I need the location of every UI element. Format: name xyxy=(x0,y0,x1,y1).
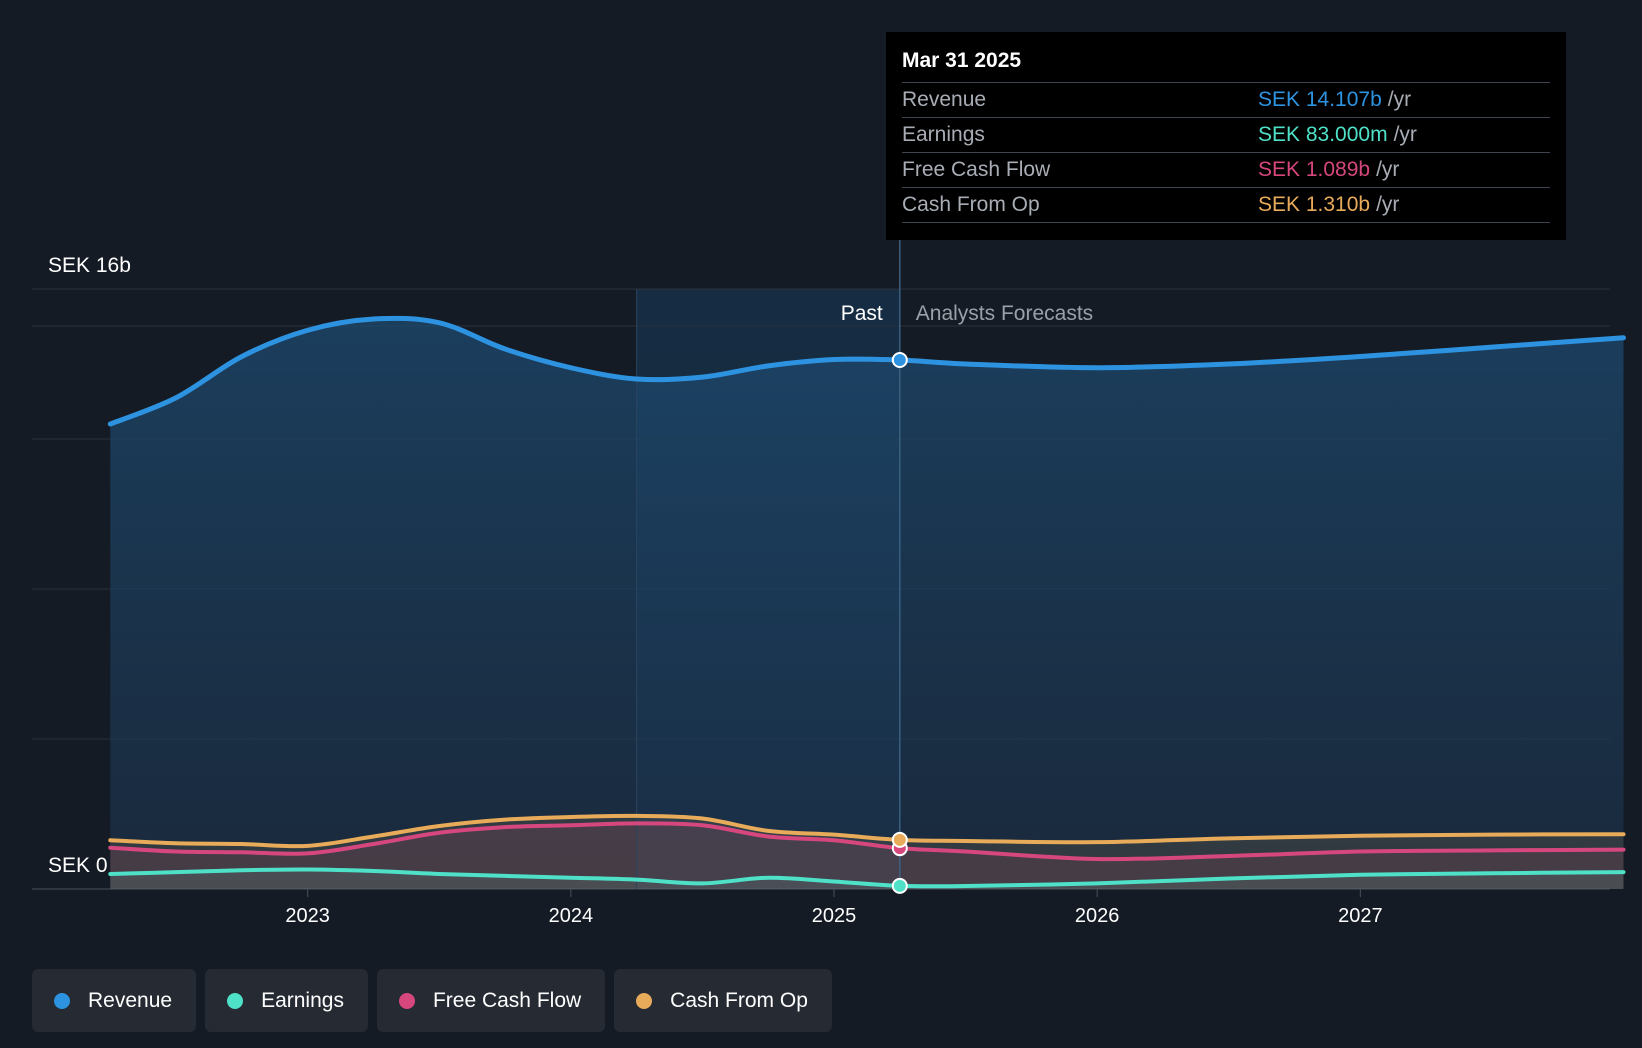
series-line-free-cash-flow xyxy=(108,821,1626,862)
tooltip-row-value: SEK 83.000m xyxy=(1258,123,1388,146)
series-line-earnings xyxy=(108,867,1626,889)
marker-earnings xyxy=(891,877,908,894)
legend-item-free-cash-flow[interactable]: Free Cash Flow xyxy=(376,969,606,1032)
hover-tooltip: Mar 31 2025 Revenue SEK 14.107b/yr Earning… xyxy=(886,32,1566,240)
tooltip-row-label: Free Cash Flow xyxy=(902,158,1051,181)
series-line-revenue xyxy=(107,315,1626,427)
y-axis-bottom-label: SEK 0 xyxy=(48,854,108,877)
series-line-cash-from-op xyxy=(108,813,1626,849)
tooltip-row-label: Cash From Op xyxy=(902,193,1040,216)
series-areas xyxy=(110,318,1624,889)
hover-markers xyxy=(891,351,908,894)
chart-text: SEK 16b SEK 0 Past Analysts Forecasts xyxy=(48,254,1093,877)
tooltip-row-earnings: Earnings SEK 83.000m/yr xyxy=(902,117,1550,152)
series-area-earnings xyxy=(110,869,1624,889)
tooltip-row-label: Earnings xyxy=(902,123,985,146)
series-area-revenue xyxy=(110,318,1624,889)
legend-label: Cash From Op xyxy=(670,988,808,1012)
tooltip-row-value: SEK 14.107b xyxy=(1258,88,1382,111)
tooltip-row-value: SEK 1.089b xyxy=(1258,158,1371,181)
legend-item-earnings[interactable]: Earnings xyxy=(205,969,368,1032)
forecast-region-label: Analysts Forecasts xyxy=(916,302,1093,325)
x-tick-label: 2024 xyxy=(549,905,594,927)
tooltip-row-cash-from-op: Cash From Op SEK 1.310b/yr xyxy=(902,187,1550,223)
tooltip-row-unit: /yr xyxy=(1393,123,1417,146)
legend-label: Earnings xyxy=(261,988,344,1012)
legend-dot-icon xyxy=(227,992,244,1009)
tooltip-row-value: SEK 1.310b xyxy=(1258,193,1371,216)
tooltip-row-unit: /yr xyxy=(1376,193,1400,216)
x-tick-label: 2025 xyxy=(812,905,857,927)
tooltip-row-label: Revenue xyxy=(902,88,987,111)
x-tick-label: 2026 xyxy=(1075,905,1120,927)
tooltip-row-unit: /yr xyxy=(1376,158,1400,181)
x-tick-label: 2027 xyxy=(1338,905,1383,927)
tooltip-row-revenue: Revenue SEK 14.107b/yr xyxy=(902,82,1550,117)
legend-label: Free Cash Flow xyxy=(432,988,582,1012)
x-tick-label: 2023 xyxy=(285,905,330,927)
tooltip-rows: Revenue SEK 14.107b/yr Earnings SEK 83.000m… xyxy=(902,82,1550,223)
legend-dot-icon xyxy=(636,992,653,1009)
legend-item-revenue[interactable]: Revenue xyxy=(32,969,197,1032)
chart-legend: Revenue Earnings Free Cash Flow Cash From O… xyxy=(32,969,832,1032)
series-lines xyxy=(107,240,1626,889)
legend-label: Revenue xyxy=(88,988,173,1012)
tooltip-date: Mar 31 2025 xyxy=(902,49,1022,72)
marker-cash-from-op xyxy=(891,831,908,848)
x-axis-ticks: 2023 2024 2025 2026 2027 xyxy=(285,889,1383,927)
series-area-free-cash-flow xyxy=(110,823,1624,889)
y-axis-top-label: SEK 16b xyxy=(48,254,131,277)
legend-item-cash-from-op[interactable]: Cash From Op xyxy=(614,969,832,1032)
legend-dot-icon xyxy=(54,992,70,1009)
marker-revenue xyxy=(891,351,908,368)
tooltip-row-free-cash-flow: Free Cash Flow SEK 1.089b/yr xyxy=(902,152,1550,187)
series-area-cash-from-op xyxy=(110,815,1624,889)
tooltip-row-unit: /yr xyxy=(1387,88,1412,111)
past-region-label: Past xyxy=(841,302,883,325)
legend-dot-icon xyxy=(398,992,415,1009)
